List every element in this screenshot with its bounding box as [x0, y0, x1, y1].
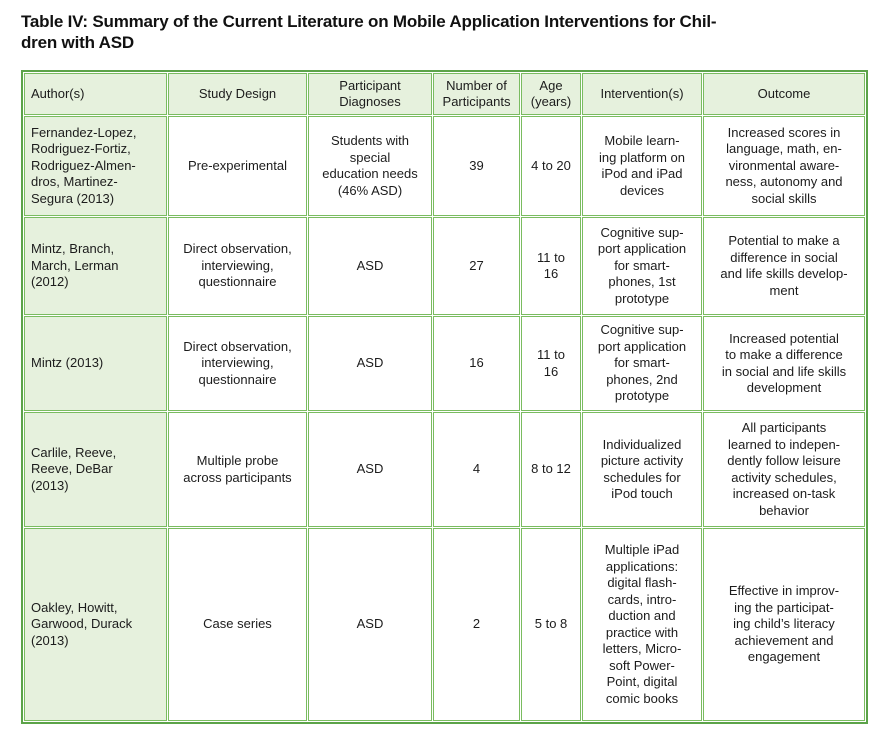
intervention-cell: Cognitive sup- port application for smar… — [582, 217, 702, 315]
outcome-cell: Increased scores in language, math, en- … — [703, 116, 865, 216]
author-cell: Fernandez-Lopez, Rodriguez-Fortiz, Rodri… — [24, 116, 167, 216]
study-row: Mintz, Branch, March, Lerman (2012) Dire… — [24, 217, 865, 315]
outcome-cell: Effective in improv- ing the participat-… — [703, 528, 865, 721]
diagnoses-cell: Students with special education needs (4… — [308, 116, 432, 216]
column-header-outcome: Outcome — [703, 73, 865, 115]
author-cell: Mintz, Branch, March, Lerman (2012) — [24, 217, 167, 315]
study-design-cell: Multiple probe across participants — [168, 412, 307, 527]
study-row: Oakley, Howitt, Garwood, Durack (2013) C… — [24, 528, 865, 721]
outcome-cell: All participants learned to indepen- den… — [703, 412, 865, 527]
author-cell: Oakley, Howitt, Garwood, Durack (2013) — [24, 528, 167, 721]
column-header-authors: Author(s) — [24, 73, 167, 115]
column-header-diagnoses: Participant Diagnoses — [308, 73, 432, 115]
intervention-cell: Mobile learn- ing platform on iPod and i… — [582, 116, 702, 216]
age-cell: 11 to 16 — [521, 316, 581, 411]
column-header-study-design: Study Design — [168, 73, 307, 115]
diagnoses-cell: ASD — [308, 217, 432, 315]
column-header-intervention: Intervention(s) — [582, 73, 702, 115]
age-cell: 8 to 12 — [521, 412, 581, 527]
diagnoses-cell: ASD — [308, 412, 432, 527]
outcome-cell: Increased potential to make a difference… — [703, 316, 865, 411]
participants-cell: 39 — [433, 116, 520, 216]
participants-cell: 27 — [433, 217, 520, 315]
table-caption: Table IV: Summary of the Current Literat… — [21, 12, 717, 52]
study-design-cell: Case series — [168, 528, 307, 721]
intervention-cell: Individualized picture activity schedule… — [582, 412, 702, 527]
study-row: Mintz (2013) Direct observation, intervi… — [24, 316, 865, 411]
diagnoses-cell: ASD — [308, 528, 432, 721]
study-design-cell: Direct observation, interviewing, questi… — [168, 316, 307, 411]
study-row: Carlile, Reeve, Reeve, DeBar (2013) Mult… — [24, 412, 865, 527]
author-cell: Carlile, Reeve, Reeve, DeBar (2013) — [24, 412, 167, 527]
column-header-participants: Number of Participants — [433, 73, 520, 115]
outcome-cell: Potential to make a difference in social… — [703, 217, 865, 315]
diagnoses-cell: ASD — [308, 316, 432, 411]
literature-summary-table: Author(s) Study Design Participant Diagn… — [21, 70, 868, 724]
author-cell: Mintz (2013) — [24, 316, 167, 411]
study-design-cell: Pre-experimental — [168, 116, 307, 216]
age-cell: 5 to 8 — [521, 528, 581, 721]
participants-cell: 16 — [433, 316, 520, 411]
study-design-cell: Direct observation, interviewing, questi… — [168, 217, 307, 315]
age-cell: 4 to 20 — [521, 116, 581, 216]
participants-cell: 4 — [433, 412, 520, 527]
column-header-age: Age (years) — [521, 73, 581, 115]
intervention-cell: Cognitive sup- port application for smar… — [582, 316, 702, 411]
age-cell: 11 to 16 — [521, 217, 581, 315]
intervention-cell: Multiple iPad applications: digital flas… — [582, 528, 702, 721]
header-row: Author(s) Study Design Participant Diagn… — [24, 73, 865, 115]
study-row: Fernandez-Lopez, Rodriguez-Fortiz, Rodri… — [24, 116, 865, 216]
participants-cell: 2 — [433, 528, 520, 721]
